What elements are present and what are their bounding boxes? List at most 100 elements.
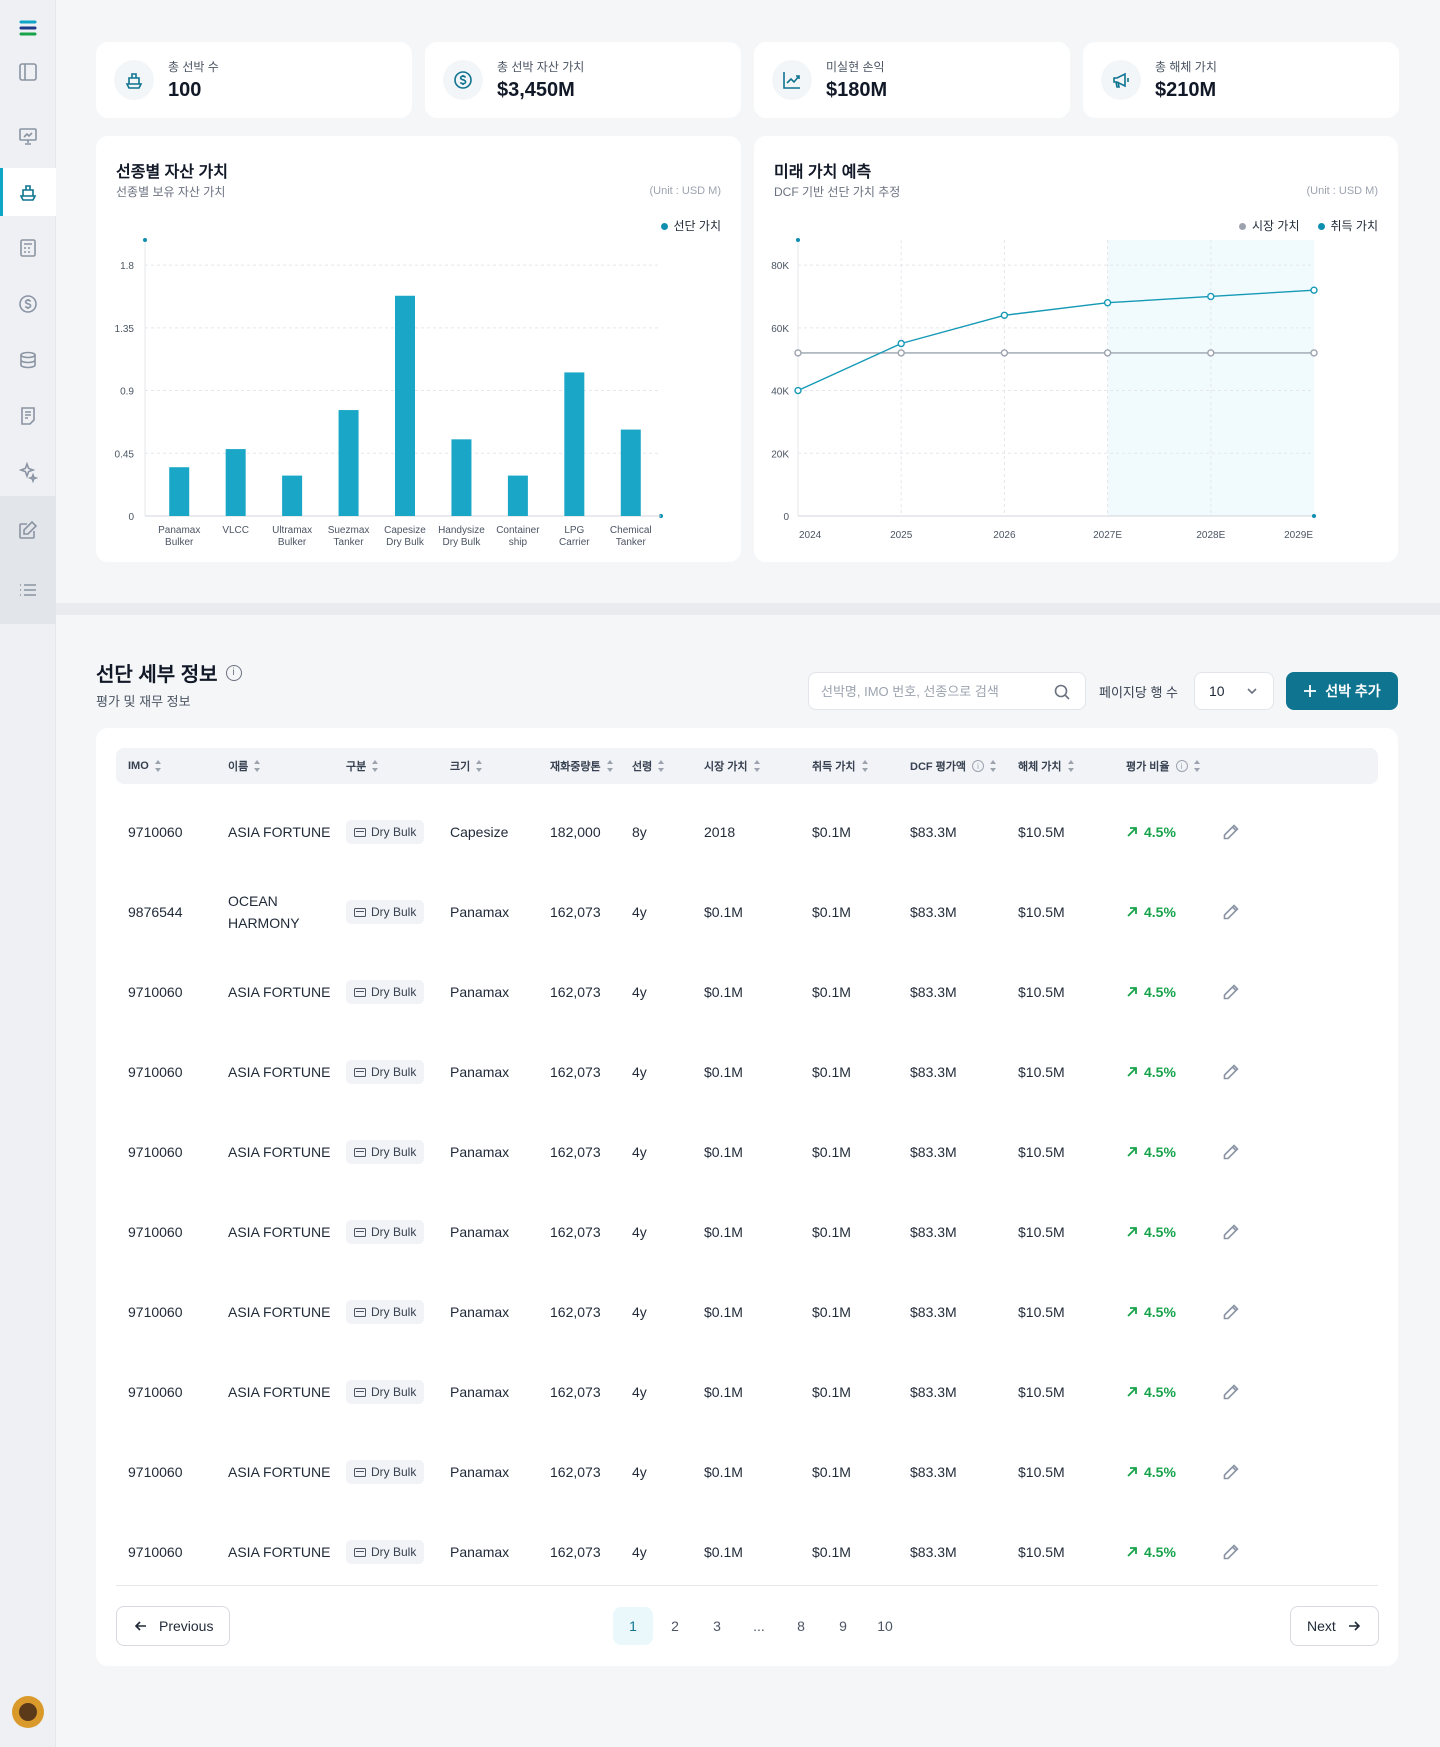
x-tick-label: Chemical — [610, 525, 652, 536]
page-button[interactable]: 2 — [671, 1618, 679, 1634]
app-logo[interactable] — [0, 4, 56, 52]
data-point[interactable] — [1310, 286, 1318, 294]
column-header[interactable]: 크기 — [450, 748, 483, 784]
cell-size: Panamax — [450, 1272, 509, 1352]
calculator-icon[interactable] — [0, 224, 56, 272]
data-point[interactable] — [897, 339, 905, 348]
column-header[interactable]: 취득 가치 — [812, 748, 869, 784]
table-row[interactable]: 9710060 ASIA FORTUNE Dry Bulk Panamax 162,07… — [116, 1432, 1378, 1512]
table-row[interactable]: 9710060 ASIA FORTUNE Dry Bulk Panamax 162,07… — [116, 952, 1378, 1032]
page-button[interactable]: 3 — [713, 1618, 721, 1634]
table-row[interactable]: 9710060 ASIA FORTUNE Dry Bulk Capesize 182,0… — [116, 792, 1378, 872]
ship-icon[interactable] — [0, 168, 56, 216]
column-header[interactable]: 선령 — [632, 748, 665, 784]
data-point[interactable] — [897, 349, 905, 357]
table-row[interactable]: 9710060 ASIA FORTUNE Dry Bulk Panamax 162,07… — [116, 1272, 1378, 1352]
data-point[interactable] — [1000, 311, 1009, 319]
column-header[interactable]: 재화중량톤 — [550, 748, 614, 784]
arrow-up-right-icon — [1127, 907, 1137, 917]
column-header[interactable]: IMO — [128, 748, 162, 784]
edit-button[interactable] — [1222, 1192, 1240, 1272]
column-header[interactable]: 시장 가치 — [704, 748, 761, 784]
axis-end-dot — [1312, 514, 1316, 518]
edit-note-icon[interactable] — [0, 506, 56, 554]
database-icon[interactable] — [0, 336, 56, 384]
data-point[interactable] — [1207, 349, 1215, 357]
sort-icon[interactable] — [372, 760, 379, 772]
presentation-icon[interactable] — [0, 112, 56, 160]
cell-acq: $0.1M — [812, 792, 851, 872]
bar[interactable] — [507, 475, 528, 516]
sort-icon[interactable] — [154, 760, 162, 772]
bar[interactable] — [169, 467, 190, 516]
cell-dwt: 162,073 — [550, 1032, 601, 1112]
bar[interactable] — [282, 475, 303, 516]
edit-button[interactable] — [1222, 1272, 1240, 1352]
data-point[interactable] — [1103, 299, 1112, 307]
column-header[interactable]: 평가 비율 i — [1126, 748, 1201, 784]
bar[interactable] — [564, 372, 585, 516]
table-row[interactable]: 9710060 ASIA FORTUNE Dry Bulk Panamax 162,07… — [116, 1512, 1378, 1592]
table-row[interactable]: 9710060 ASIA FORTUNE Dry Bulk Panamax 162,07… — [116, 1112, 1378, 1192]
sort-icon[interactable] — [990, 760, 997, 772]
sort-icon[interactable] — [861, 760, 869, 772]
column-header[interactable]: 해체 가치 — [1018, 748, 1075, 784]
edit-button[interactable] — [1222, 792, 1240, 872]
page-button[interactable]: 9 — [839, 1618, 847, 1634]
bar[interactable] — [338, 410, 359, 516]
previous-button[interactable]: Previous — [116, 1606, 231, 1646]
list-icon[interactable] — [0, 566, 56, 614]
column-header[interactable]: 구분 — [346, 748, 379, 784]
info-icon[interactable]: i — [1175, 760, 1188, 772]
bar[interactable] — [620, 429, 641, 516]
data-point[interactable] — [794, 349, 802, 357]
info-icon[interactable]: i — [972, 760, 985, 772]
rate-text: 4.5% — [1144, 1144, 1176, 1160]
sort-icon[interactable] — [1067, 760, 1075, 772]
data-point[interactable] — [1207, 292, 1215, 301]
info-icon[interactable]: i — [225, 664, 242, 681]
bar[interactable] — [225, 449, 246, 516]
sort-icon[interactable] — [658, 760, 665, 772]
avatar[interactable] — [12, 1696, 44, 1728]
dollar-circle-icon[interactable] — [0, 280, 56, 328]
search-icon[interactable] — [1053, 683, 1071, 701]
sort-icon[interactable] — [1193, 760, 1201, 772]
data-point[interactable] — [1310, 349, 1318, 357]
edit-button[interactable] — [1222, 872, 1240, 952]
sort-icon[interactable] — [753, 760, 761, 772]
bar[interactable] — [395, 295, 415, 516]
data-point[interactable] — [1000, 349, 1009, 357]
sidebar-toggle-icon[interactable] — [0, 48, 56, 96]
card-icon — [354, 987, 366, 997]
next-button[interactable]: Next — [1290, 1606, 1379, 1646]
edit-button[interactable] — [1222, 1352, 1240, 1432]
bar[interactable] — [451, 439, 472, 516]
edit-button[interactable] — [1222, 1112, 1240, 1192]
data-point[interactable] — [1103, 349, 1112, 357]
edit-button[interactable] — [1222, 1512, 1240, 1592]
edit-button[interactable] — [1222, 1432, 1240, 1512]
rows-per-page-select[interactable]: 10 — [1194, 672, 1274, 710]
sort-icon[interactable] — [254, 760, 261, 772]
data-point[interactable] — [794, 386, 802, 395]
report-icon[interactable] — [0, 392, 56, 440]
cell-name: ASIA FORTUNE — [228, 792, 338, 872]
sort-icon[interactable] — [476, 760, 483, 772]
table-row[interactable]: 9876544 OCEAN HARMONY Dry Bulk Panamax 162,0… — [116, 872, 1378, 952]
column-header[interactable]: DCF 평가액 i — [910, 748, 997, 784]
sort-icon[interactable] — [606, 760, 614, 772]
edit-button[interactable] — [1222, 1032, 1240, 1112]
sparkle-icon[interactable] — [0, 448, 56, 496]
table-row[interactable]: 9710060 ASIA FORTUNE Dry Bulk Panamax 162,07… — [116, 1032, 1378, 1112]
rate-text: 4.5% — [1144, 1224, 1176, 1240]
page-button[interactable]: 10 — [877, 1618, 893, 1634]
add-ship-button[interactable]: 선박 추가 — [1286, 672, 1398, 710]
edit-button[interactable] — [1222, 952, 1240, 1032]
page-button[interactable]: 8 — [797, 1618, 805, 1634]
page-button[interactable]: 1 — [613, 1607, 653, 1645]
table-row[interactable]: 9710060 ASIA FORTUNE Dry Bulk Panamax 162,07… — [116, 1352, 1378, 1432]
table-row[interactable]: 9710060 ASIA FORTUNE Dry Bulk Panamax 162,07… — [116, 1192, 1378, 1272]
column-header[interactable]: 이름 — [228, 748, 261, 784]
search-input[interactable] — [808, 672, 1086, 710]
